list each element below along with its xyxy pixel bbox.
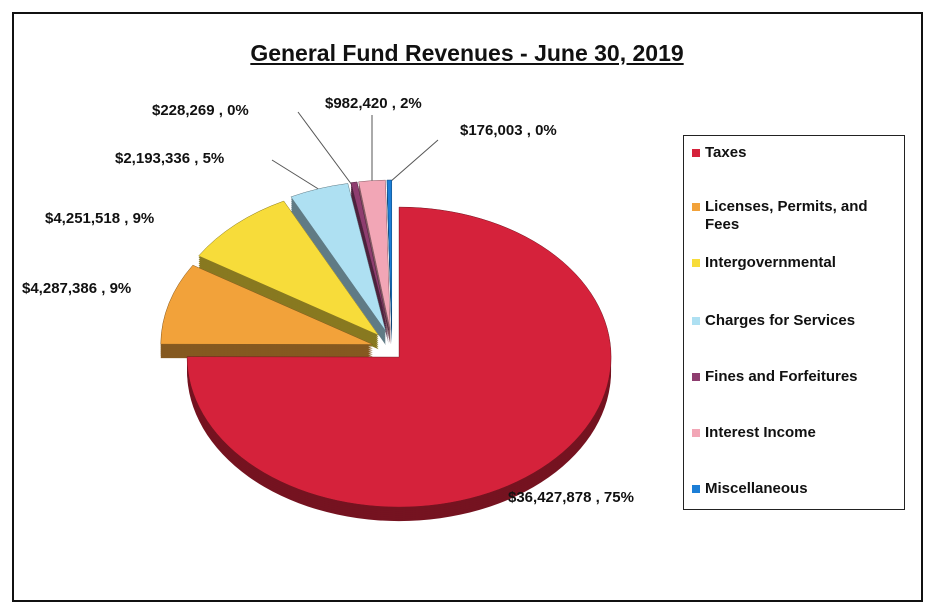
legend-item: Interest Income (692, 424, 902, 442)
slice-side (350, 185, 389, 335)
slice-side (350, 189, 389, 339)
slice-side (350, 191, 389, 341)
chart (160, 111, 612, 522)
data-label: $228,269 , 0% (152, 102, 249, 119)
legend-swatch (692, 149, 700, 157)
legend-item: Charges for Services (692, 312, 902, 330)
page: {"chart_data": {"type": "pie", "title": … (12, 12, 923, 602)
data-label: $4,287,386 , 9% (22, 280, 132, 297)
legend: Taxes Licenses, Permits, and Fees Intergov… (683, 135, 905, 510)
slice (186, 206, 612, 508)
data-label: $4,251,518 , 9% (45, 210, 155, 227)
data-label: $176,003 , 0% (460, 122, 557, 139)
data-label: $2,193,336 , 5% (115, 150, 225, 167)
legend-swatch (692, 485, 700, 493)
chart-title: General Fund Revenues - June 30, 2019 (250, 40, 684, 66)
legend-label: Miscellaneous (705, 480, 808, 497)
slice (358, 179, 391, 331)
legend-label: Charges for Services (705, 312, 856, 329)
legend-item: Licenses, Permits, and Fees (692, 198, 902, 234)
slice (198, 200, 380, 336)
legend-swatch (692, 373, 700, 381)
legend-item: Intergovernmental (692, 254, 902, 272)
legend-swatch (692, 429, 700, 437)
legend-swatch (692, 317, 700, 325)
legend-item: Taxes (692, 144, 902, 162)
legend-swatch (692, 259, 700, 267)
leader-line (297, 111, 353, 186)
slice (290, 183, 386, 332)
legend-label: Taxes (705, 144, 747, 161)
data-label: $36,427,878 , 75% (508, 489, 634, 506)
legend-label: Interest Income (705, 424, 816, 441)
slice (160, 264, 373, 345)
legend-swatch (692, 203, 700, 211)
legend-item: Fines and Forfeitures (692, 368, 902, 386)
slice-side (350, 183, 389, 333)
legend-item: Miscellaneous (692, 480, 902, 498)
leader-line (389, 139, 439, 183)
slice-side (350, 187, 389, 337)
legend-label: Fines and Forfeitures (705, 368, 858, 385)
data-label: $982,420 , 2% (325, 95, 422, 112)
slice (386, 179, 393, 331)
legend-label: Licenses, Permits, and Fees (705, 198, 868, 233)
slice (350, 181, 389, 331)
leader-line (271, 159, 321, 191)
legend-label: Intergovernmental (705, 254, 836, 271)
